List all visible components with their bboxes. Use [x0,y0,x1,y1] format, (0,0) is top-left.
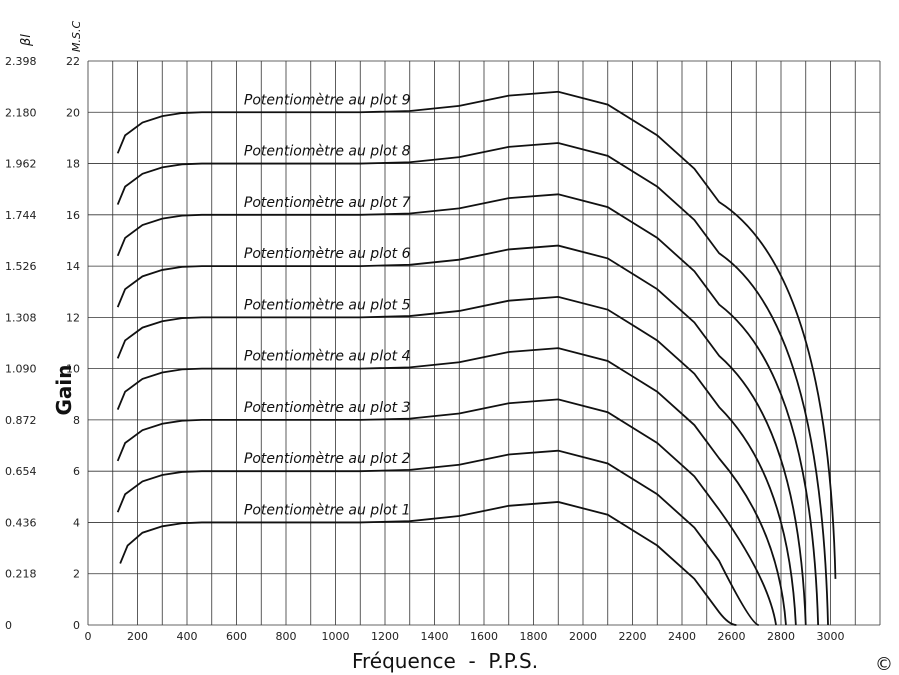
x-tick-label: 1400 [421,630,449,643]
y-tick-label-msc: 14 [66,260,80,273]
series-line [116,90,837,579]
x-tick-label: 2200 [619,630,647,643]
y-tick-label-msc: 6 [73,465,80,478]
series-label: Potentiomètre au plot 7 [244,195,411,211]
y-tick-label-bl: 0.218 [5,568,37,581]
series-line [116,142,829,626]
x-tick-label: 1800 [520,630,548,643]
x-tick-label: 0 [85,630,92,643]
y-tick-label-msc: 20 [66,106,80,119]
y-axis-bl-ticks: 0 0.218 0.436 0.654 0.872 1.090 1.308 1.526 1.74… [5,55,37,632]
x-tick-label: 2000 [569,630,597,643]
series-line [116,244,807,626]
x-tick-label: 200 [127,630,148,643]
y-tick-label-msc: 12 [66,311,80,324]
y-tick-label-bl: 2.180 [5,106,37,119]
series-line [116,398,777,626]
y-tick-label-bl: 1.744 [5,209,37,222]
x-tick-label: 1200 [371,630,399,643]
y-tick-label-msc: 22 [66,55,80,68]
series-line [116,347,787,626]
y-tick-label-bl: 0.654 [5,465,37,478]
y-tick-label-bl: 0.872 [5,414,37,427]
grid [87,60,881,626]
series-label: Potentiomètre au plot 5 [244,297,411,313]
series-line [116,193,820,626]
y-tick-label-msc: 18 [66,158,80,171]
bl-axis-unit: βl [19,34,34,47]
y-tick-label-msc: 2 [73,568,80,581]
series-label: Potentiomètre au plot 2 [244,451,411,467]
series-line [119,501,737,626]
y-tick-label-msc: 10 [66,363,80,376]
x-tick-label: 2400 [668,630,696,643]
y-tick-label-bl: 1.962 [5,158,37,171]
y-tick-label-bl: 0.436 [5,516,37,529]
y-axis-msc-ticks: 0 2 4 6 8 10 12 14 16 18 20 22 [66,55,80,632]
series-label: Potentiomètre au plot 8 [244,144,411,160]
y-tick-label-msc: 8 [73,414,80,427]
x-tick-label: 1600 [470,630,498,643]
x-tick-label: 1000 [322,630,350,643]
y-tick-label-bl: 0 [5,619,12,632]
x-tick-label: 400 [177,630,198,643]
x-axis-title: Fréquence - P.P.S. [352,649,538,673]
x-axis-ticks: 0 200 400 600 800 1000 1200 1400 1600 1800 2000 220… [85,630,845,643]
x-tick-label: 2600 [718,630,746,643]
y-tick-label-bl: 1.308 [5,311,37,324]
x-tick-label: 3000 [817,630,845,643]
y-tick-label-msc: 0 [73,619,80,632]
curves [116,90,837,626]
y-tick-label-msc: 16 [66,209,80,222]
series-line [116,449,760,626]
series-label: Potentiomètre au plot 3 [244,400,411,416]
y-tick-label-msc: 4 [73,516,80,529]
y-tick-label-bl: 1.090 [5,363,37,376]
y-tick-label-bl: 2.398 [5,55,37,68]
x-tick-label: 600 [226,630,247,643]
curve-labels: Potentiomètre au plot 1 Potentiomètre au … [244,92,411,518]
series-label: Potentiomètre au plot 4 [244,349,411,365]
series-line [116,295,797,626]
corner-mark: © [875,654,893,675]
y-axis-title: Gain [52,364,76,415]
series-label: Potentiomètre au plot 9 [244,92,411,108]
series-label: Potentiomètre au plot 6 [244,246,411,262]
x-tick-label: 2800 [767,630,795,643]
x-tick-label: 800 [276,630,297,643]
series-label: Potentiomètre au plot 1 [244,502,411,518]
y-tick-label-bl: 1.526 [5,260,37,273]
msc-axis-unit: M.S.C [70,21,83,52]
